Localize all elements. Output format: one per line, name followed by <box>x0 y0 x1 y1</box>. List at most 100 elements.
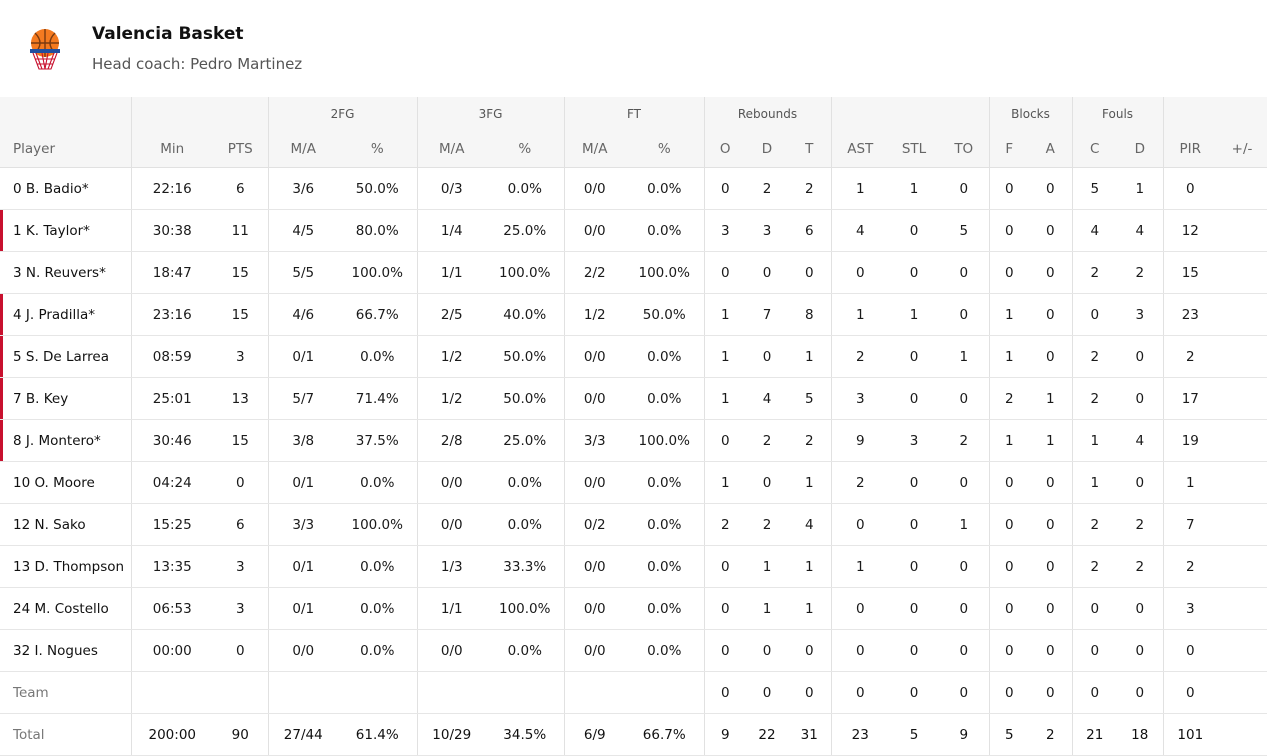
stat-cell: 2 <box>988 377 1030 420</box>
stat-cell: 1 <box>988 335 1030 378</box>
stat-cell: 0 <box>889 251 939 294</box>
col-header-player[interactable]: Player <box>0 131 131 168</box>
stat-cell: 1/2 <box>416 377 486 420</box>
stat-cell: 0.0% <box>625 167 704 210</box>
col-header-pts[interactable]: PTS <box>213 131 268 168</box>
stat-cell: 2 <box>1071 545 1118 588</box>
stat-cell: 0/0 <box>563 545 625 588</box>
stat-cell: 0 <box>213 461 268 504</box>
col-header-to[interactable]: TO <box>939 131 990 168</box>
col-header-reb-d[interactable]: D <box>746 131 788 168</box>
stat-cell: 1 <box>939 335 990 378</box>
stat-cell <box>267 671 338 714</box>
player-row: 24 M. Costello 06:53 3 0/1 0.0% 1/1 100.0% 0/0 0… <box>0 587 1267 630</box>
col-header-reb-t[interactable]: T <box>788 131 831 168</box>
row-label-cell: Team <box>0 671 131 714</box>
col-header-blk-f[interactable]: F <box>988 131 1030 168</box>
stat-cell: 0 <box>988 461 1030 504</box>
stat-cell: 0/0 <box>563 629 625 672</box>
player-name-cell[interactable]: 13 D. Thompson <box>0 545 131 588</box>
stat-cell: 0 <box>703 419 746 462</box>
stat-cell: 0.0% <box>625 335 704 378</box>
stat-cell: 0 <box>1071 629 1118 672</box>
stat-cell: 0/0 <box>563 167 625 210</box>
stat-cell: 4/5 <box>267 209 338 252</box>
stat-cell <box>213 671 268 714</box>
stat-cell: 0 <box>939 461 990 504</box>
stat-cell: 08:59 <box>130 335 213 378</box>
group-ft: FT <box>563 97 704 131</box>
col-header-stl[interactable]: STL <box>889 131 939 168</box>
col-header-3fg-ma[interactable]: M/A <box>416 131 486 168</box>
player-name-cell[interactable]: 3 N. Reuvers* <box>0 251 131 294</box>
col-header-blk-a[interactable]: A <box>1029 131 1073 168</box>
stat-cell: 0/0 <box>416 629 486 672</box>
stat-cell: 37.5% <box>338 419 417 462</box>
player-name-cell[interactable]: 32 I. Nogues <box>0 629 131 672</box>
player-name-cell[interactable]: 1 K. Taylor* <box>0 209 131 252</box>
player-name-cell[interactable]: 0 B. Badio* <box>0 167 131 210</box>
stat-cell: 2 <box>788 167 831 210</box>
col-header-2fg-ma[interactable]: M/A <box>267 131 338 168</box>
stat-cell: 1 <box>746 545 788 588</box>
stat-cell: 4 <box>1117 419 1164 462</box>
stat-cell: 3 <box>213 545 268 588</box>
stat-cell <box>1217 251 1267 294</box>
stat-cell: 40.0% <box>486 293 564 336</box>
player-name-cell[interactable]: 7 B. Key <box>0 377 131 420</box>
group-empty <box>830 97 990 131</box>
stat-cell: 3 <box>746 209 788 252</box>
stat-cell: 0 <box>746 335 788 378</box>
stat-cell: 0/1 <box>267 545 338 588</box>
group-empty <box>1162 97 1267 131</box>
group-2fg: 2FG <box>267 97 417 131</box>
stat-cell: 3 <box>889 419 939 462</box>
col-header-plus-minus[interactable]: +/- <box>1217 131 1267 168</box>
stat-cell: 4 <box>746 377 788 420</box>
col-header-ast[interactable]: AST <box>830 131 889 168</box>
col-header-min[interactable]: Min <box>130 131 213 168</box>
stat-cell: 1 <box>1071 461 1118 504</box>
stat-cell <box>1217 293 1267 336</box>
stat-cell: 0 <box>1117 461 1164 504</box>
col-header-pir[interactable]: PIR <box>1162 131 1218 168</box>
col-header-reb-o[interactable]: O <box>703 131 746 168</box>
stat-cell: 0 <box>939 293 990 336</box>
stat-cell: 04:24 <box>130 461 213 504</box>
player-name-cell[interactable]: 24 M. Costello <box>0 587 131 630</box>
stat-cell: 1 <box>788 587 831 630</box>
stat-cell: 34.5% <box>486 713 564 756</box>
stat-cell: 1 <box>1071 419 1118 462</box>
stat-cell: 4 <box>1117 209 1164 252</box>
stat-cell: 31 <box>788 713 831 756</box>
player-name-cell[interactable]: 4 J. Pradilla* <box>0 293 131 336</box>
col-header-ft-pct[interactable]: % <box>625 131 704 168</box>
stat-cell: 23 <box>1162 293 1218 336</box>
stat-cell: 1/1 <box>416 251 486 294</box>
stat-cell: 0 <box>988 167 1030 210</box>
stat-cell: 0 <box>1029 293 1073 336</box>
stat-cell: 0.0% <box>338 461 417 504</box>
stat-cell: 4 <box>788 503 831 546</box>
player-name-cell[interactable]: 10 O. Moore <box>0 461 131 504</box>
stat-cell: 61.4% <box>338 713 417 756</box>
group-rebounds: Rebounds <box>703 97 831 131</box>
stat-cell: 7 <box>746 293 788 336</box>
stat-cell: 0.0% <box>625 209 704 252</box>
stat-cell: 1 <box>746 587 788 630</box>
stat-cell: 2 <box>1117 545 1164 588</box>
stat-cell: 0 <box>1029 461 1073 504</box>
col-header-2fg-pct[interactable]: % <box>338 131 417 168</box>
col-header-foul-d[interactable]: D <box>1117 131 1164 168</box>
stat-cell: 0 <box>1029 545 1073 588</box>
stat-cell: 0 <box>939 167 990 210</box>
col-header-3fg-pct[interactable]: % <box>486 131 564 168</box>
stat-cell: 1 <box>988 419 1030 462</box>
player-name-cell[interactable]: 8 J. Montero* <box>0 419 131 462</box>
stat-cell: 18:47 <box>130 251 213 294</box>
player-name-cell[interactable]: 12 N. Sako <box>0 503 131 546</box>
col-header-foul-c[interactable]: C <box>1071 131 1118 168</box>
stat-cell: 6 <box>213 503 268 546</box>
player-name-cell[interactable]: 5 S. De Larrea <box>0 335 131 378</box>
col-header-ft-ma[interactable]: M/A <box>563 131 625 168</box>
